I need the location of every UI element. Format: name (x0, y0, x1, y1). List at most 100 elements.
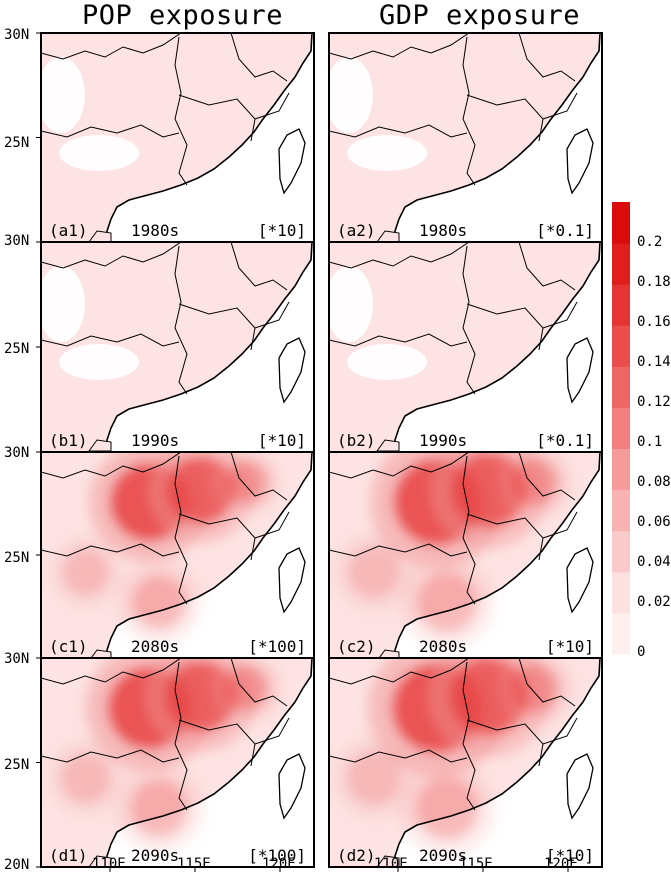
lat-label: 25N (4, 135, 30, 151)
panel-tag: (a2) (337, 221, 376, 240)
colorbar-tick: 0.2 (637, 234, 663, 250)
coastline (394, 242, 601, 452)
colorbar-bin (612, 612, 630, 655)
hainan-island (376, 855, 400, 867)
colorbar-bin (612, 571, 630, 614)
province-border (41, 543, 180, 557)
province-border (174, 661, 188, 811)
taiwan-island (566, 337, 594, 404)
colorbar-bin (612, 243, 630, 285)
map-panel-a1: (a1) 1980s [*10] (36, 32, 315, 243)
province-border (329, 543, 468, 557)
province-border (542, 301, 578, 329)
colorbar-tick: 0.04 (637, 554, 671, 570)
map-panel-b1: (b1) 1990s [*10] (36, 241, 315, 453)
colorbar-bin (612, 407, 630, 450)
taiwan-island (566, 753, 594, 820)
province-border (518, 658, 576, 707)
lat-label: 30N (4, 27, 30, 43)
coastline (106, 452, 313, 658)
coastline (394, 452, 601, 658)
lat-label: 25N (4, 550, 30, 566)
land-shading (41, 242, 312, 452)
lon-label: 110E (92, 856, 126, 872)
hainan-island (376, 230, 400, 242)
panel-decade: 1990s (419, 431, 467, 450)
panel-scale: [*10] (546, 637, 594, 656)
colorbar-tick: 0.18 (637, 274, 671, 290)
lon-label: 110E (374, 856, 408, 872)
panel-scale: [*10] (258, 221, 306, 240)
taiwan-island (278, 128, 306, 195)
panel-decade: 2080s (419, 637, 467, 656)
province-border (542, 511, 578, 539)
province-border (329, 124, 468, 138)
colorbar-tick: 0.06 (637, 514, 671, 530)
province-border (466, 513, 544, 561)
hainan-island (90, 649, 112, 658)
map-panels: (a1) 1980s [*10] (a2) 1980s [*0.1] (b1) 1990s [*… (36, 32, 603, 872)
province-border (230, 452, 288, 501)
hainan-island (378, 649, 400, 658)
map-panel-c1: (c1) 2080s [*100] (36, 451, 315, 659)
province-border (518, 452, 576, 501)
province-border (230, 242, 288, 291)
province-border (178, 719, 256, 767)
taiwan-island (566, 128, 594, 195)
lat-label: 25N (4, 341, 30, 357)
panel-frame (328, 657, 603, 868)
province-border (462, 245, 476, 395)
coastline (106, 242, 313, 452)
panel-decade: 1980s (131, 221, 179, 240)
coastline (106, 33, 313, 242)
colorbar (612, 202, 630, 655)
province-border (466, 94, 544, 142)
hainan-island (88, 230, 112, 242)
province-border (230, 33, 288, 82)
coastline (394, 33, 601, 242)
province-border (174, 245, 188, 395)
panel-tag: (d2) (337, 846, 376, 865)
colorbar-tick: 0.12 (637, 394, 671, 410)
colorbar-tick: 0.08 (637, 474, 671, 490)
panel-decade: 1990s (131, 431, 179, 450)
province-border (41, 452, 182, 479)
panel-decade: 2090s (419, 846, 467, 865)
exposure-hotspots (330, 658, 573, 857)
map-panel-c2: (c2) 2080s [*10] (328, 451, 603, 659)
panel-tag: (d1) (49, 846, 88, 865)
map-panel-d2: (d2) 2090s [*10] (328, 657, 603, 872)
province-border (329, 333, 468, 347)
province-border (466, 719, 544, 767)
province-border (466, 303, 544, 351)
map-panel-b2: (b2) 1990s [*0.1] (328, 241, 603, 453)
province-border (41, 333, 180, 347)
province-border (41, 33, 182, 60)
coastline (394, 658, 601, 867)
hainan-island (88, 855, 112, 867)
province-border (462, 455, 476, 605)
land-shading (329, 33, 600, 242)
province-border (41, 242, 182, 269)
province-border (41, 749, 180, 763)
panel-tag: (b1) (49, 431, 88, 450)
province-border (329, 33, 470, 60)
province-border (254, 717, 290, 745)
colorbar-bin (612, 284, 630, 326)
map-panel-d1: (d1) 2090s [*100] (36, 657, 315, 872)
panel-decade: 1980s (419, 221, 467, 240)
panel-tag: (b2) (337, 431, 376, 450)
colorbar-bin (612, 489, 630, 532)
map-panel-a2: (a2) 1980s [*0.1] (328, 32, 603, 243)
panel-scale: [*100] (248, 637, 306, 656)
colorbar-tick: 0.02 (637, 594, 671, 610)
colorbar-bin (612, 448, 630, 491)
land-shading (329, 242, 600, 452)
lat-label: 30N (4, 233, 30, 249)
panel-decade: 2090s (131, 846, 179, 865)
lon-label: 115E (177, 856, 211, 872)
lon-label: 115E (459, 856, 493, 872)
panel-tag: (c2) (337, 637, 376, 656)
province-border (462, 661, 476, 811)
